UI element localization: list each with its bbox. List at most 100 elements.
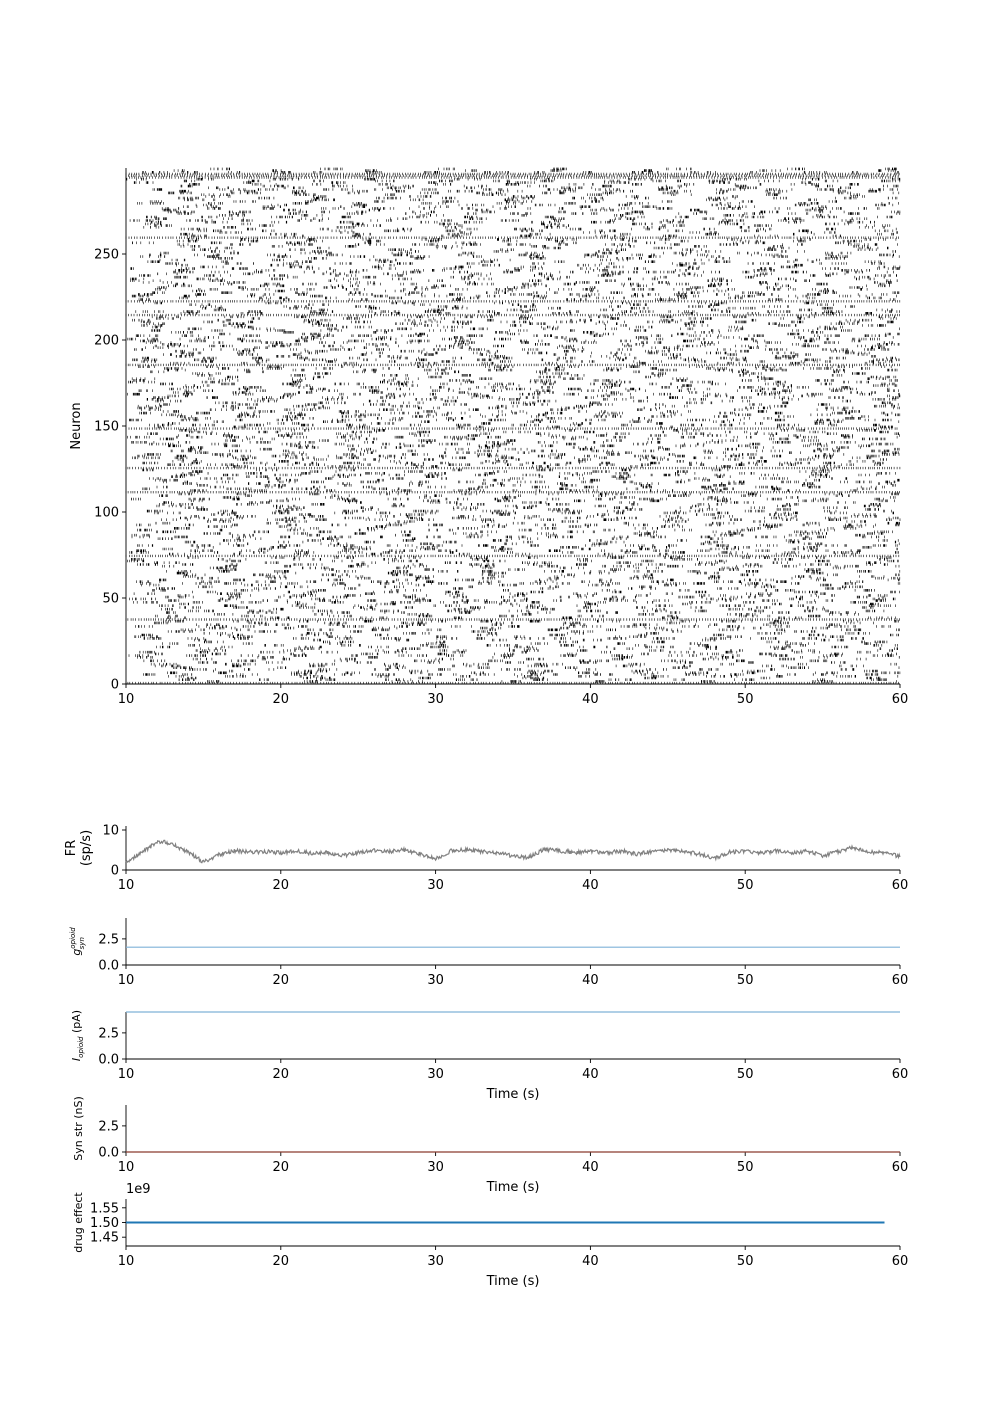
x-tick-label: 10 [118, 973, 135, 988]
x-tick-label: 20 [273, 692, 290, 707]
neuron-spikes [132, 456, 872, 460]
neuron-spikes [168, 675, 899, 678]
neuron-spikes [143, 659, 828, 663]
y-tick-label: 0.0 [98, 1146, 119, 1161]
neuron-spikes [167, 616, 896, 620]
neuron-spikes [145, 222, 849, 226]
panel-2: 10 20 30 40 50 60 0.0 2.5 gopioidsyn [69, 918, 908, 988]
neuron-spikes [182, 472, 896, 475]
y-axis-label-line: FR [64, 840, 79, 857]
neuron-spikes [143, 226, 885, 229]
neuron-spikes [156, 587, 845, 590]
neuron-spikes [178, 434, 900, 437]
neuron-spikes [179, 606, 874, 609]
neuron-spikes [173, 270, 894, 274]
neuron-spikes [137, 406, 900, 410]
neuron-spikes [125, 300, 901, 303]
neuron-spikes [127, 435, 898, 439]
neuron-spikes [198, 661, 846, 664]
neuron-spikes [161, 607, 825, 611]
neuron-spikes [201, 193, 860, 196]
neuron-spikes [174, 527, 857, 530]
neuron-spikes [143, 301, 814, 305]
neuron-spikes [178, 492, 899, 496]
neuron-spikes [159, 258, 820, 262]
neuron-spikes [157, 537, 812, 540]
x-tick-label: 50 [737, 1160, 754, 1175]
neuron-spikes [219, 542, 900, 546]
y-tick-label: 0 [111, 678, 119, 693]
y-tick-label: 2.5 [98, 1026, 119, 1041]
neuron-spikes [149, 253, 894, 257]
neuron-spikes [151, 329, 852, 332]
neuron-spikes [155, 521, 900, 525]
neuron-spikes [162, 208, 823, 212]
neuron-spikes [150, 662, 897, 666]
y-tick-label: 10 [102, 824, 119, 839]
neuron-spikes [128, 654, 894, 657]
neuron-spikes [125, 491, 900, 494]
neuron-spikes [180, 184, 899, 188]
neuron-spikes [183, 575, 885, 578]
neuron-spikes [133, 181, 812, 184]
neuron-spikes [171, 331, 824, 334]
neuron-spikes [133, 379, 898, 382]
x-tick-label: 20 [273, 973, 290, 988]
neuron-spikes [125, 554, 900, 558]
x-axis-label: Time (s) [486, 1087, 540, 1102]
neuron-spikes [127, 392, 900, 396]
neuron-spikes [125, 681, 899, 685]
neuron-spikes [135, 334, 887, 337]
neuron-spikes [134, 348, 890, 351]
y-tick-label: 100 [94, 506, 119, 521]
neuron-spikes [154, 224, 891, 227]
neuron-spikes [163, 353, 868, 356]
neuron-spikes [167, 394, 901, 398]
neuron-spikes [154, 561, 881, 564]
neuron-spikes [127, 559, 899, 563]
neuron-spikes [138, 365, 892, 368]
neuron-spikes [135, 310, 900, 313]
neuron-spikes [150, 370, 845, 374]
neuron-spikes [157, 272, 846, 276]
neuron-spikes [227, 375, 897, 379]
x-tick-label: 50 [737, 973, 754, 988]
neuron-spikes [194, 638, 844, 642]
neuron-spikes [180, 227, 897, 231]
neuron-spikes [141, 324, 886, 327]
neuron-spikes [184, 573, 900, 577]
neuron-spikes [140, 339, 861, 343]
neuron-spikes [132, 318, 872, 322]
neuron-spikes [130, 279, 898, 282]
neuron-spikes [132, 358, 900, 362]
x-axis-label: Time (s) [486, 1180, 540, 1195]
axis-offset-label: 1e9 [126, 1182, 151, 1197]
neuron-spikes [131, 497, 884, 501]
neuron-spikes [137, 454, 880, 458]
x-tick-label: 20 [273, 878, 290, 893]
y-axis-label: FR(sp/s) [64, 830, 94, 866]
neuron-spikes [175, 473, 877, 477]
neuron-spikes [163, 619, 899, 623]
neuron-spikes [187, 676, 881, 680]
neuron-spikes [146, 215, 893, 219]
neuron-spikes [175, 269, 870, 272]
y-tick-label: 50 [102, 592, 119, 607]
neuron-spikes [176, 239, 862, 243]
neuron-spikes [125, 313, 900, 317]
neuron-spikes [188, 644, 898, 647]
firing-rate-line [125, 839, 901, 864]
neuron-spikes [187, 327, 900, 331]
neuron-spikes [152, 589, 875, 592]
x-tick-label: 30 [427, 692, 444, 707]
neuron-spikes [176, 263, 803, 267]
neuron-spikes [192, 590, 900, 594]
neuron-spikes [210, 167, 897, 171]
neuron-spikes [213, 669, 878, 673]
neuron-spikes [219, 231, 898, 234]
neuron-spikes [165, 262, 885, 265]
neuron-spikes [130, 277, 875, 281]
neuron-spikes [164, 367, 870, 370]
neuron-spikes [200, 265, 901, 269]
neuron-spikes [163, 480, 896, 484]
